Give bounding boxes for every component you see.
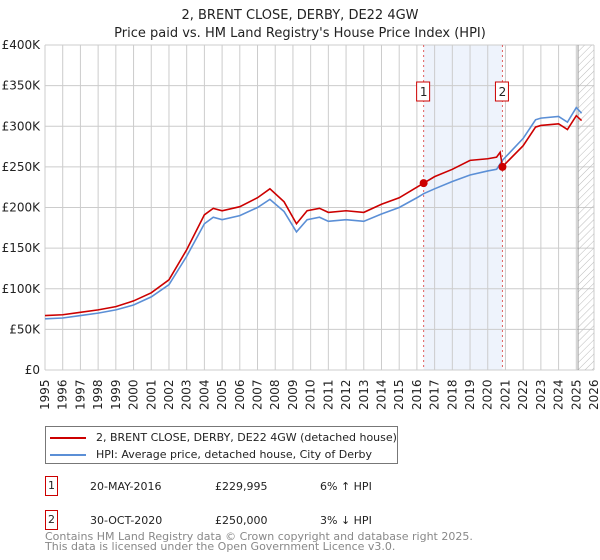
legend: 2, BRENT CLOSE, DERBY, DE22 4GW (detache…: [45, 426, 398, 464]
y-tick-label: £400K: [2, 38, 42, 52]
x-tick-label: 2003: [180, 379, 194, 410]
x-tick-label: 2024: [552, 379, 566, 410]
x-tick-label: 2017: [428, 379, 442, 410]
x-tick-label: 2007: [251, 379, 265, 410]
x-tick-label: 2011: [321, 379, 335, 410]
y-tick-label: £150K: [2, 241, 42, 255]
x-tick-label: 2023: [534, 379, 548, 410]
x-tick-label: 2022: [516, 379, 530, 410]
x-tick-label: 2015: [392, 379, 406, 410]
x-tick-label: 2026: [587, 379, 600, 410]
y-tick-label: £300K: [2, 119, 42, 133]
x-tick-label: 2004: [197, 379, 211, 410]
sale-point: [498, 162, 507, 171]
y-tick-label: £200K: [2, 201, 42, 215]
blue-line-swatch: [50, 453, 86, 456]
chart-title: 2, BRENT CLOSE, DERBY, DE22 4GW: [181, 8, 418, 23]
footer: Contains HM Land Registry data © Crown c…: [45, 530, 473, 553]
legend-label: 2, BRENT CLOSE, DERBY, DE22 4GW (detache…: [96, 431, 397, 444]
x-tick-label: 2016: [410, 379, 424, 410]
x-tick-label: 2002: [162, 379, 176, 410]
x-tick-label: 2019: [463, 379, 477, 410]
x-tick-label: 2008: [268, 379, 282, 410]
x-tick-label: 2020: [481, 379, 495, 410]
x-tick-label: 2005: [215, 379, 229, 410]
sale-marker-label: 1: [420, 85, 428, 99]
sale-marker-label: 2: [499, 85, 507, 99]
sale-point: [419, 179, 428, 188]
y-tick-label: £50K: [9, 322, 41, 336]
price: £229,995: [215, 480, 268, 493]
x-tick-label: 2006: [233, 379, 247, 410]
legend-item-property: 2, BRENT CLOSE, DERBY, DE22 4GW (detache…: [50, 431, 397, 444]
x-tick-label: 2018: [445, 379, 459, 410]
date: 20-MAY-2016: [90, 480, 162, 493]
legend-label: HPI: Average price, detached house, City…: [96, 448, 373, 461]
x-tick-label: 2013: [357, 379, 371, 410]
x-tick-label: 2010: [304, 379, 318, 410]
property-price-line: [44, 114, 583, 317]
x-tick-label: 2014: [374, 379, 388, 410]
hpi-diff: 3% ↓ HPI: [320, 514, 372, 527]
forecast-hatch: [578, 45, 594, 370]
sale-marker-box: [494, 81, 509, 102]
y-tick-label: £350K: [2, 79, 42, 93]
y-tick-label: £250K: [2, 160, 42, 174]
price-chart: 2, BRENT CLOSE, DERBY, DE22 4GW Price pai…: [2, 8, 600, 410]
x-tick-label: 2012: [339, 379, 353, 410]
x-tick-label: 1999: [109, 379, 123, 410]
x-tick-label: 1997: [73, 379, 87, 410]
chart-subtitle: Price paid vs. HM Land Registry's House …: [114, 26, 486, 41]
date: 30-OCT-2020: [90, 514, 163, 527]
y-tick-label: £100K: [2, 282, 42, 296]
x-tick-label: 1996: [56, 379, 70, 410]
red-line-swatch: [50, 436, 86, 439]
sale-marker-box: [416, 81, 431, 102]
footer-line: Contains HM Land Registry data © Crown c…: [45, 530, 473, 543]
y-tick-label: £0: [25, 363, 40, 377]
x-tick-label: 2009: [286, 379, 300, 410]
x-tick-label: 2000: [127, 379, 141, 410]
x-tick-label: 2001: [144, 379, 158, 410]
x-tick-label: 1995: [38, 379, 52, 410]
hpi-diff: 6% ↑ HPI: [320, 480, 372, 493]
marker-badge: 1: [45, 476, 58, 496]
price: £250,000: [215, 514, 268, 527]
x-tick-label: 1998: [91, 379, 105, 410]
marker-badge: 2: [45, 510, 58, 530]
footer-line: This data is licensed under the Open Gov…: [45, 540, 396, 553]
hpi-line: [44, 106, 583, 320]
legend-item-hpi: HPI: Average price, detached house, City…: [50, 448, 372, 461]
x-tick-label: 2021: [498, 379, 512, 410]
x-tick-label: 2025: [569, 379, 583, 410]
